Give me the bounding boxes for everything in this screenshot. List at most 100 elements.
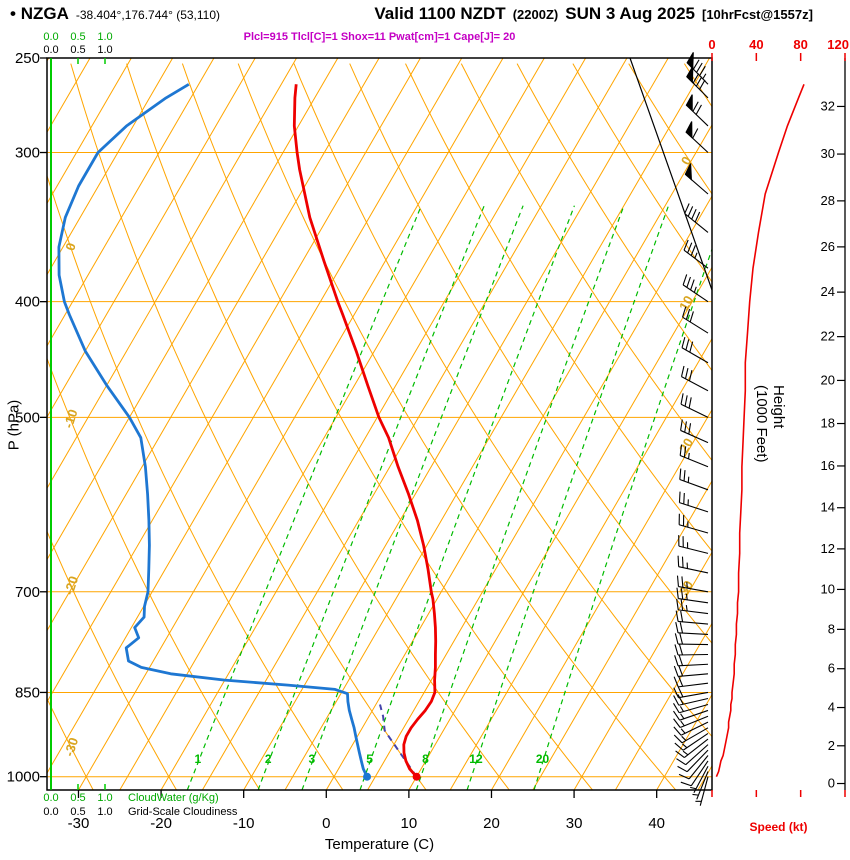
- wind-barb-full: [678, 644, 684, 656]
- wind-barb-staff: [690, 760, 709, 787]
- isotherm-line: [532, 480, 712, 790]
- isotherm-line: [160, 58, 587, 790]
- isotherm-line: [47, 58, 132, 205]
- cloudwater-scale-b1: 1.0: [97, 792, 113, 804]
- isotherm-line: [47, 58, 463, 775]
- wind-barb-staff: [699, 776, 709, 806]
- wind-barb-staff: [677, 653, 709, 656]
- cloudwater-scale-b0: 0.0: [43, 792, 59, 804]
- isotherm-line: [47, 58, 256, 419]
- height-tick-label: 20: [821, 372, 835, 387]
- pressure-tick-label: 850: [15, 684, 40, 701]
- valid-time: Valid 1100 NZDT: [374, 4, 506, 23]
- wind-barb-full: [692, 73, 700, 84]
- wind-barb-staff: [681, 727, 709, 744]
- wind-barb-staff: [678, 673, 709, 677]
- dry-adiabat-line: [70, 63, 427, 790]
- isotherm-line: [491, 408, 712, 790]
- mixing-ratio-line: [301, 205, 524, 790]
- wind-barb-staff: [679, 715, 709, 729]
- speed-axis: 0 40 80 120: [708, 37, 849, 797]
- wind-barb-full: [676, 575, 680, 587]
- wind-barb-half: [690, 786, 697, 790]
- temperature-tick-label: 30: [566, 815, 583, 832]
- height-tick-label: 26: [821, 239, 835, 254]
- speed-tick-label: 80: [793, 37, 807, 52]
- wind-barb-staff: [678, 545, 709, 554]
- wind-barb-full: [673, 676, 679, 688]
- dry-adiabat-label: -10: [60, 407, 80, 430]
- isotherm-line: [47, 58, 380, 632]
- wind-barb-full: [680, 610, 684, 622]
- mixing-ratio-label: 12: [469, 752, 483, 766]
- wind-barb-staff: [681, 347, 709, 364]
- pressure-tick-label: 300: [15, 145, 40, 162]
- wind-barb-full: [677, 555, 680, 567]
- wind-barb-full: [676, 587, 679, 599]
- wind-barb-half: [680, 728, 686, 734]
- cloudiness-scale-b05: 0.5: [70, 806, 86, 818]
- wind-barb-full: [684, 421, 687, 433]
- isotherm-line: [47, 58, 297, 490]
- wind-barb-staff: [682, 316, 709, 334]
- station-coords: -38.404°,176.744° (53,110): [75, 8, 221, 22]
- dry-adiabat-line: [405, 63, 712, 552]
- dry-adiabat-line: [47, 174, 344, 790]
- wind-barb-full: [695, 104, 702, 115]
- wind-barb-full: [684, 367, 689, 379]
- dry-adiabat-line: [47, 357, 261, 790]
- wind-barb-pennant: [686, 52, 694, 70]
- wind-barb-full: [692, 101, 699, 112]
- isotherm-line: [614, 622, 712, 790]
- wind-barb-staff: [696, 771, 709, 800]
- wind-barb-half: [687, 452, 690, 459]
- wind-barbs: [673, 52, 709, 806]
- speed-axis-label: Speed (kt): [749, 820, 808, 834]
- height-tick-label: 30: [821, 146, 835, 161]
- wind-barb-full: [699, 79, 706, 90]
- wind-barb-staff: [678, 632, 709, 635]
- wind-barb-full: [680, 365, 685, 377]
- temperature-tick-label: -30: [68, 815, 90, 832]
- isotherm-label: 20: [676, 435, 696, 455]
- valid-date: SUN 3 Aug 2025: [565, 4, 695, 23]
- wind-barb-full: [678, 491, 681, 503]
- wind-barb-staff: [679, 502, 709, 513]
- cloudwater-scale-05: 0.5: [70, 31, 86, 43]
- wind-barb-full: [677, 686, 684, 698]
- dry-adiabat-line: [516, 63, 712, 372]
- mixing-ratio-line: [415, 205, 625, 790]
- wind-barb-full: [695, 76, 703, 87]
- temperature-tick-label: -20: [150, 815, 172, 832]
- wind-speed-profile-line: [715, 84, 805, 778]
- pressure-tick-label: 700: [15, 584, 40, 601]
- wind-barb-full: [680, 599, 684, 611]
- wind-barb-full: [685, 339, 690, 351]
- isotherm-line: [201, 58, 628, 790]
- temperature-axis-label: Temperature (C): [324, 836, 435, 853]
- wind-barb-full: [678, 675, 684, 687]
- wind-barb-full: [681, 336, 686, 348]
- height-tick-label: 12: [821, 541, 835, 556]
- isotherm-line: [367, 195, 712, 790]
- height-tick-label: 22: [821, 329, 835, 344]
- pressure-axis-label: P (hPa): [5, 399, 23, 451]
- wind-barb-half: [681, 743, 688, 749]
- wind-barb-staff: [679, 479, 709, 491]
- wind-barb-full: [678, 773, 690, 780]
- wind-barb-half: [702, 73, 707, 80]
- mixing-ratio-label: 20: [536, 752, 550, 766]
- wind-barb-full: [688, 370, 693, 382]
- wind-barb-staff: [681, 376, 709, 392]
- mixing-ratio-label: 3: [309, 752, 316, 766]
- mixing-ratio-label: 1: [195, 752, 202, 766]
- wind-barb-full: [673, 734, 683, 744]
- isotherm-line: [47, 58, 339, 561]
- wind-barb-half: [679, 706, 684, 712]
- wind-barb-half: [686, 582, 688, 589]
- wind-barb-full: [679, 633, 684, 645]
- wind-barb-half: [694, 252, 698, 259]
- upper-right-cut-line: [629, 57, 713, 291]
